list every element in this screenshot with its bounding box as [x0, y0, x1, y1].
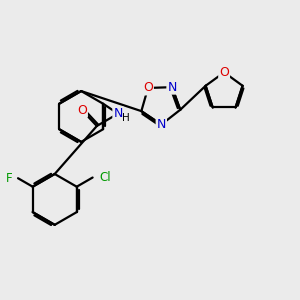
Text: F: F	[6, 172, 13, 185]
Text: N: N	[113, 107, 123, 120]
Text: Cl: Cl	[100, 171, 111, 184]
Text: O: O	[219, 66, 229, 79]
Text: N: N	[167, 81, 177, 94]
Text: O: O	[143, 82, 153, 94]
Text: N: N	[157, 118, 166, 131]
Text: H: H	[122, 113, 130, 123]
Text: O: O	[77, 103, 87, 117]
